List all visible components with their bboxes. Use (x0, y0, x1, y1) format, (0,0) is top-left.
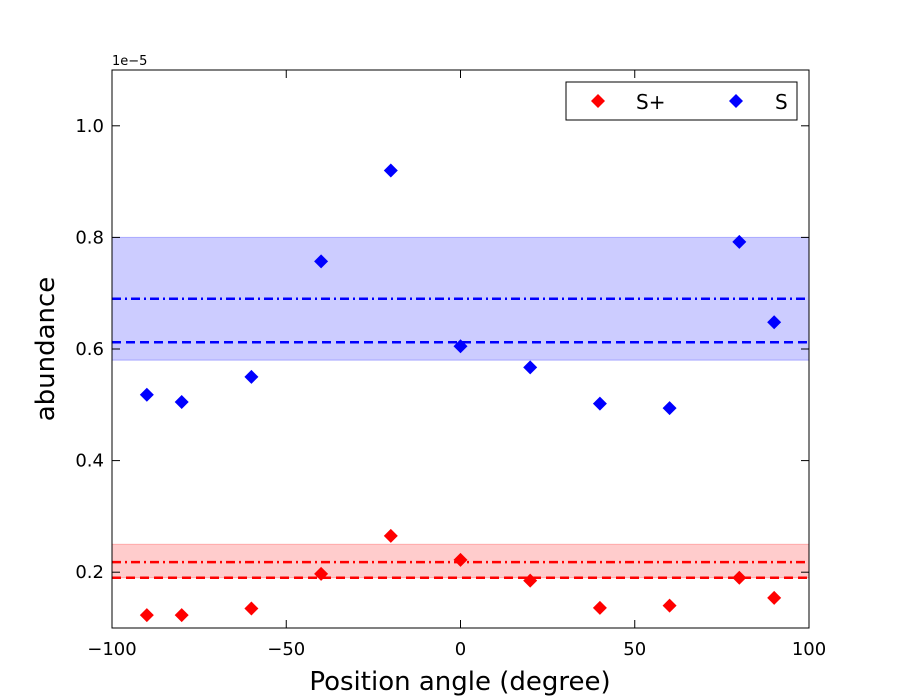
data-point-s (244, 369, 259, 384)
y-tick-label: 0.6 (75, 339, 104, 360)
legend-label-s-plus: S+ (636, 90, 665, 114)
y-tick-label: 0.4 (75, 451, 104, 472)
x-tick-label: 50 (623, 639, 646, 660)
legend: S+ S (565, 81, 798, 121)
y-tick-label: 1.0 (75, 116, 104, 137)
data-point-s (592, 396, 607, 411)
data-point-s-plus (139, 608, 154, 623)
legend-entry-s-plus: S+ (591, 90, 665, 114)
y-axis-label: abundance (31, 277, 61, 422)
data-point-s (523, 360, 538, 375)
data-point-s (314, 254, 329, 269)
data-point-s (383, 163, 398, 178)
data-point-s-plus (383, 528, 398, 543)
data-point-s (174, 395, 189, 410)
data-point-s (732, 234, 747, 249)
points-layer (139, 163, 782, 623)
legend-label-s: S (775, 90, 788, 114)
legend-entry-s: S (729, 90, 788, 114)
data-point-s (662, 401, 677, 416)
data-point-s-plus (523, 573, 538, 588)
data-point-s (767, 315, 782, 330)
data-point-s (139, 387, 154, 402)
x-axis: −100 −50 0 50 100 (87, 70, 826, 660)
data-point-s-plus (732, 570, 747, 585)
legend-marker-s-plus (591, 94, 605, 108)
legend-marker-s (729, 94, 743, 108)
y-offset-label: 1e−5 (112, 54, 147, 69)
x-tick-label: 100 (792, 639, 826, 660)
data-point-s (453, 339, 468, 354)
y-tick-label: 0.8 (75, 227, 104, 248)
data-point-s-plus (314, 566, 329, 581)
data-point-s-plus (453, 552, 468, 567)
y-tick-label: 0.2 (75, 562, 104, 583)
y-axis: 0.2 0.4 0.6 0.8 1.0 (75, 116, 809, 583)
x-tick-label: −100 (87, 639, 136, 660)
data-point-s-plus (174, 608, 189, 623)
x-tick-label: 0 (455, 639, 466, 660)
data-point-s-plus (244, 601, 259, 616)
data-point-s-plus (662, 598, 677, 613)
data-point-s-plus (592, 600, 607, 615)
data-point-s-plus (767, 590, 782, 605)
x-axis-label: Position angle (degree) (309, 667, 610, 697)
x-tick-label: −50 (267, 639, 305, 660)
